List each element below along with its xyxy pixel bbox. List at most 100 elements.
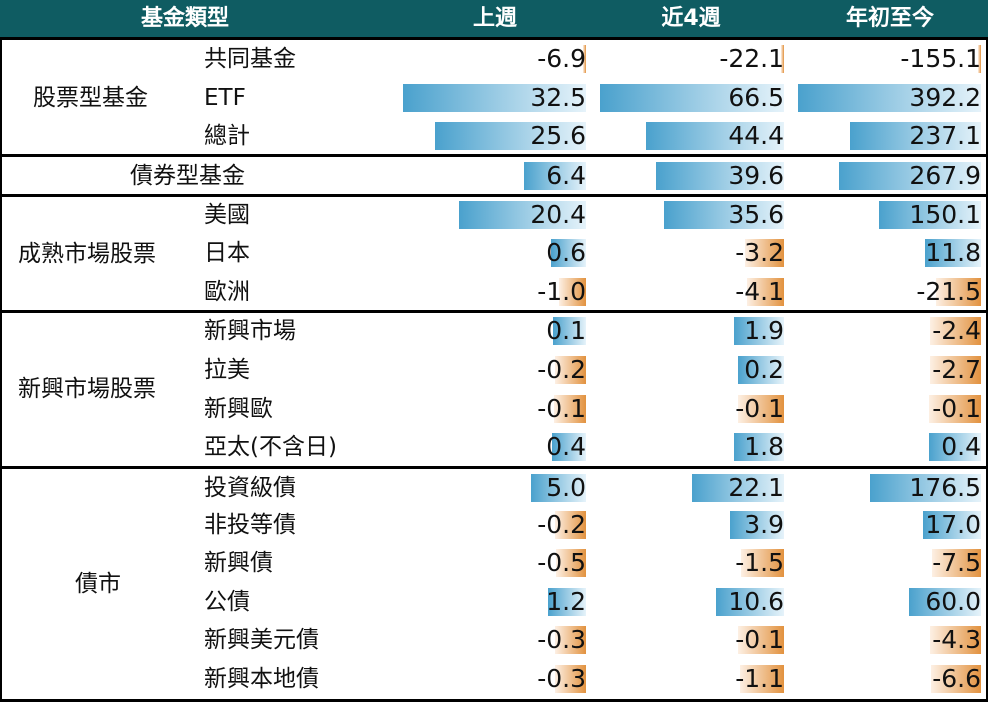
data-bar [645,122,784,150]
bottom-rule [0,699,988,702]
row-label: 公債 [204,589,250,615]
data-bar [930,626,981,654]
row-label: 新興美元債 [204,627,319,653]
data-bar [781,45,784,73]
data-value: 0.6 [546,238,586,267]
data-value: 6.4 [546,161,586,190]
data-bar [925,239,981,267]
data-value: 44.4 [728,121,784,150]
data-value: -2.4 [932,316,981,345]
row-label: 總計 [204,123,250,149]
left-border [0,40,2,699]
data-bar [738,395,784,423]
data-value: -1.0 [537,277,586,306]
data-bar [555,665,586,693]
data-value: -0.5 [537,548,586,577]
data-bar [663,201,784,229]
group-divider [0,466,988,469]
row-label: 新興債 [204,550,273,576]
data-value: -0.1 [735,394,784,423]
data-value: -2.7 [932,355,981,384]
data-bar [734,317,784,345]
data-value: 0.2 [744,355,784,384]
data-value: 10.6 [728,587,784,616]
data-value: 11.8 [925,238,981,267]
data-bar [554,395,586,423]
data-value: -21.5 [916,277,981,306]
row-label: 美國 [204,202,250,228]
data-value: 237.1 [909,121,981,150]
header-category: 基金類型 [140,6,229,31]
data-value: 1.2 [546,587,586,616]
header-ytd: 年初至今 [845,6,934,31]
data-value: 5.0 [546,473,586,502]
data-bar [554,356,586,384]
data-value: 22.1 [728,473,784,502]
data-value: -22.1 [719,44,784,73]
data-value: -3.2 [735,238,784,267]
row-label: 新興本地債 [204,666,319,692]
data-bar [929,356,981,384]
data-value: -0.3 [537,664,586,693]
data-value: 3.9 [744,510,784,539]
data-value: -0.1 [537,394,586,423]
data-bar [878,201,981,229]
data-bar [734,433,784,461]
group-label: 新興市場股票 [18,376,156,402]
row-label: 日本 [204,240,250,266]
data-bar [556,549,586,577]
data-value: -0.2 [537,355,586,384]
data-value: 176.5 [909,473,981,502]
row-label: 共同基金 [204,46,296,72]
data-bar [978,45,981,73]
data-bar [923,511,981,539]
data-bar [551,239,586,267]
data-bar [599,84,784,112]
data-bar [928,433,981,461]
data-value: -6.6 [932,664,981,693]
data-value: -0.1 [735,625,784,654]
data-value: 66.5 [728,83,784,112]
data-value: 392.2 [909,83,981,112]
header-last-week: 上週 [472,6,517,31]
data-bar [552,433,586,461]
group-divider [0,194,988,197]
data-value: -6.9 [537,44,586,73]
header-rule [0,37,988,40]
data-bar [839,162,981,190]
data-bar [434,122,586,150]
data-bar [583,45,586,73]
data-bar [548,588,586,616]
group-divider [0,310,988,313]
group-label: 股票型基金 [33,84,148,111]
data-bar [555,626,586,654]
row-label: 新興歐 [204,396,273,422]
data-value: -0.3 [537,625,586,654]
data-bar [929,395,981,423]
data-value: -4.3 [932,625,981,654]
row-label: 歐洲 [204,279,250,305]
data-value: 32.5 [530,83,586,112]
group-label: 債市 [75,570,121,597]
data-bar [553,317,586,345]
group-label: 債券型基金 [130,163,245,189]
table-header: 基金類型 上週 近4週 年初至今 [0,0,988,37]
data-bar [692,474,784,502]
data-value: 35.6 [728,200,784,229]
data-value: -0.2 [537,510,586,539]
data-bar [458,201,586,229]
data-value: -155.1 [900,44,981,73]
data-value: 60.0 [925,587,981,616]
row-label: ETF [204,85,246,111]
data-bar [931,549,981,577]
data-bar [655,162,784,190]
data-bar [554,511,586,539]
data-bar [729,511,784,539]
right-border [986,40,988,699]
data-bar [849,122,981,150]
data-value: 1.9 [744,316,784,345]
data-bar [740,665,784,693]
data-value: 1.8 [744,432,784,461]
row-label: 新興市場 [204,318,296,344]
